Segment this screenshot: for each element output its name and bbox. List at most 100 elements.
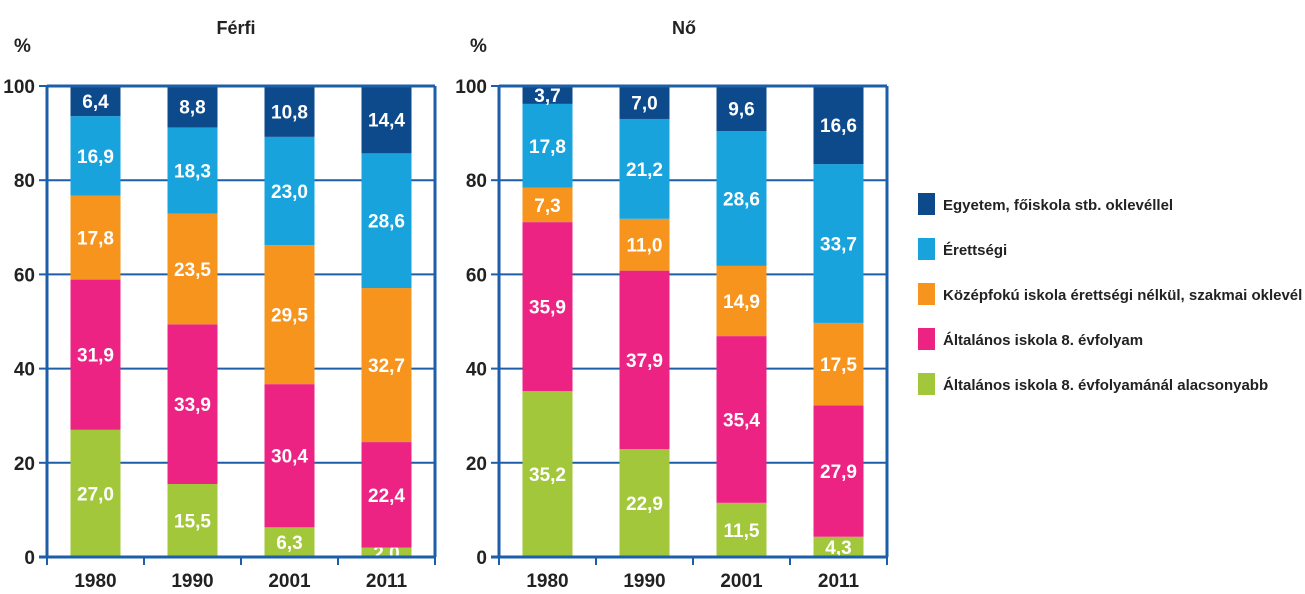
bar-segment — [167, 213, 218, 325]
y-tick-label: 100 — [455, 77, 487, 98]
bar-segment — [813, 322, 864, 406]
data-label: 18,3 — [174, 162, 211, 183]
data-label: 10,8 — [271, 102, 308, 123]
y-axis-label: % — [470, 36, 487, 57]
data-label: 4,3 — [825, 538, 851, 559]
data-label: 23,5 — [174, 260, 211, 281]
bar-segment — [813, 536, 864, 557]
data-label: 33,7 — [820, 235, 857, 256]
bar-segment — [361, 153, 412, 289]
data-label: 6,3 — [276, 533, 302, 554]
legend-swatch — [918, 238, 935, 260]
x-tick-label: 2011 — [818, 571, 860, 592]
bar-segment — [70, 195, 121, 280]
data-label: 37,9 — [626, 351, 663, 372]
data-label: 28,6 — [723, 190, 760, 211]
data-label: 16,6 — [820, 116, 857, 137]
data-label: 14,9 — [723, 292, 760, 313]
bar-segment — [522, 222, 573, 392]
chart-title: Nő — [672, 18, 696, 38]
legend-label: Középfokú iskola érettségi nélkül, szakm… — [943, 287, 1302, 304]
data-label: 3,7 — [534, 86, 560, 107]
bar-segment — [361, 288, 412, 443]
bar-segment — [813, 405, 864, 537]
data-label: 6,4 — [82, 92, 109, 113]
legend-swatch — [918, 328, 935, 350]
x-tick-label: 2001 — [268, 571, 311, 592]
bar-segment — [619, 270, 670, 450]
y-tick-label: 80 — [466, 171, 487, 192]
chart-title: Férfi — [216, 18, 255, 38]
data-label: 17,5 — [820, 355, 857, 376]
y-tick-label: 40 — [14, 360, 35, 381]
data-label: 22,4 — [368, 486, 405, 507]
bar-segment — [264, 527, 315, 557]
bar-segment — [522, 86, 573, 104]
bar-segment — [813, 164, 864, 323]
x-tick-label: 1980 — [74, 571, 116, 592]
bar-segment — [619, 218, 670, 271]
bar-segment — [813, 86, 864, 165]
data-label: 28,6 — [368, 212, 405, 233]
data-label: 8,8 — [179, 98, 205, 119]
bar-segment — [619, 449, 670, 557]
y-tick-label: 80 — [14, 171, 35, 192]
data-label: 17,8 — [77, 229, 114, 250]
data-label: 11,0 — [627, 236, 663, 257]
legend-label: Általános iskola 8. évfolyam — [943, 332, 1143, 349]
chart-panel-no: 35,2 35,9 7,3 17,8 3,7 1980 22,9 37,9 11,0 21,2 7,… — [455, 18, 889, 592]
bar-segment — [167, 483, 218, 557]
bar-segment — [264, 136, 315, 246]
x-tick-label: 2011 — [366, 571, 408, 592]
data-label: 23,0 — [271, 182, 308, 203]
data-label: 35,4 — [723, 410, 760, 431]
bar-segment — [361, 86, 412, 154]
bar-segment — [716, 336, 767, 503]
bar-segment — [716, 131, 767, 266]
y-axis-label: % — [14, 36, 31, 57]
data-label: 35,2 — [529, 465, 566, 486]
bar-segment — [70, 279, 121, 430]
bar-segment — [619, 86, 670, 119]
data-label: 27,0 — [77, 484, 114, 505]
data-label: 15,5 — [174, 511, 211, 532]
y-tick-label: 0 — [476, 548, 487, 569]
bar-segment — [619, 118, 670, 219]
data-label: 33,9 — [174, 395, 211, 416]
y-tick-label: 20 — [14, 454, 35, 475]
x-tick-label: 1990 — [171, 571, 213, 592]
data-label: 27,9 — [820, 462, 857, 483]
legend-label: Érettségi — [943, 242, 1007, 259]
data-label: 7,0 — [631, 93, 657, 114]
data-label: 31,9 — [77, 346, 114, 367]
bar-segment — [167, 324, 218, 484]
legend-swatch — [918, 373, 935, 395]
data-label: 32,7 — [368, 356, 405, 377]
bar-segment — [361, 442, 412, 548]
legend-swatch — [918, 193, 935, 215]
x-tick-label: 1990 — [623, 571, 665, 592]
bar-segment — [264, 245, 315, 385]
y-tick-label: 60 — [14, 265, 35, 286]
data-label: 17,8 — [529, 137, 566, 158]
bar-segment — [264, 86, 315, 137]
data-label: 29,5 — [271, 306, 308, 327]
data-label: 30,4 — [271, 447, 308, 468]
y-tick-label: 60 — [466, 265, 487, 286]
data-label: 2,0 — [373, 543, 399, 564]
data-label: 11,5 — [724, 521, 760, 542]
legend-label: Egyetem, főiskola stb. oklevéllel — [943, 197, 1173, 214]
bar-segment — [361, 547, 412, 557]
data-label: 14,4 — [368, 111, 405, 132]
bar-segment — [522, 187, 573, 223]
bar-segment — [522, 391, 573, 557]
legend-swatch — [918, 283, 935, 305]
bar-segment — [264, 384, 315, 528]
y-tick-label: 100 — [3, 77, 35, 98]
y-tick-label: 20 — [466, 454, 487, 475]
data-label: 21,2 — [626, 160, 663, 181]
data-label: 7,3 — [534, 196, 560, 217]
bar-segment — [167, 86, 218, 128]
chart-panel-ferfi: 27,0 31,9 17,8 16,9 6,4 1980 15,5 33,9 23,5 18,3 8… — [3, 18, 437, 592]
